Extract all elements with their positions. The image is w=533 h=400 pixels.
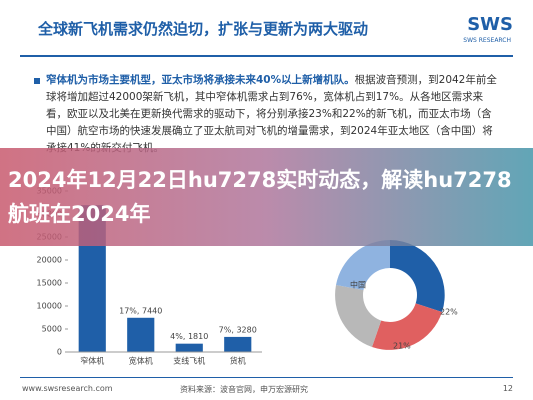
logo: SWS	[467, 14, 513, 35]
y-tick-label: 0	[57, 348, 62, 357]
x-tick-label: 支线飞机	[173, 356, 205, 366]
x-tick-label: 窄体机	[80, 356, 104, 366]
overlay-band	[0, 148, 533, 246]
y-tick-label: 20000	[37, 256, 62, 265]
lead: 窄体机为市场主要机型，亚太市场将承接未来40%以上新增机队。	[46, 74, 355, 86]
y-tick-label: 10000	[37, 302, 62, 311]
bullet	[34, 78, 40, 84]
page-number: 12	[502, 384, 513, 393]
footer-source: 资料来源：波音官网，申万宏源研究	[180, 385, 308, 394]
pie-hole	[363, 268, 417, 322]
pie-label: 中国	[350, 280, 366, 290]
overlay-headline: 2024年12月22日hu7278实时动态，解读hu7278航班在2024年	[8, 168, 512, 226]
pie-label: 21%	[393, 342, 411, 351]
value-label: 7%, 3280	[219, 325, 257, 334]
x-tick-label: 宽体机	[129, 356, 153, 366]
value-label: 17%, 7440	[119, 306, 162, 315]
footer-rule	[20, 377, 513, 378]
value-label: 4%, 1810	[170, 332, 208, 341]
pie: 中国 22% 21%	[335, 240, 458, 351]
x-tick-label: 货机	[230, 356, 246, 366]
bar	[127, 317, 155, 352]
title-rule	[20, 55, 513, 57]
bar	[175, 343, 203, 352]
pie-label: 22%	[440, 308, 458, 317]
y-tick-label: 5000	[42, 325, 62, 334]
y-tick-label: 15000	[37, 279, 62, 288]
footer-site: www.swsresearch.com	[22, 384, 113, 393]
logo-sub: SWS RESEARCH	[463, 37, 511, 44]
slide-title: 全球新飞机需求仍然迫切，扩张与更新为两大驱动	[38, 20, 369, 38]
bar	[224, 336, 252, 352]
